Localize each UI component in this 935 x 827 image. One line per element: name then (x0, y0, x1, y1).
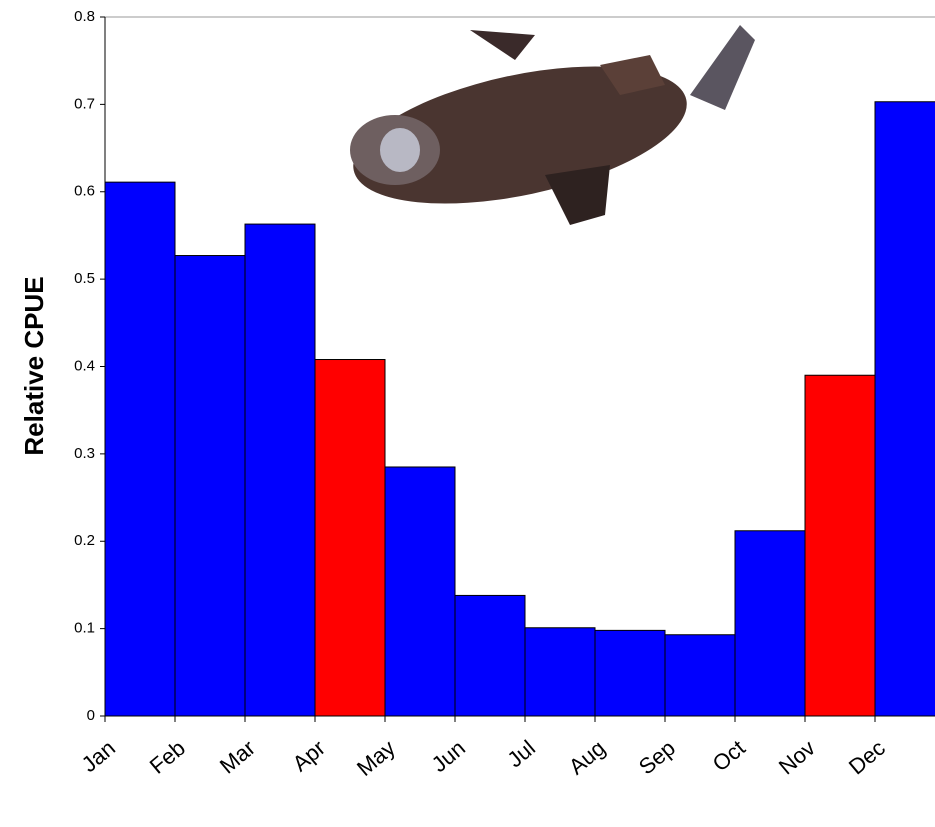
y-tick-label: 0.4 (74, 357, 95, 374)
bar (104, 181, 176, 717)
x-tick-label: Mar (215, 735, 260, 779)
y-tick-label: 0.6 (74, 183, 95, 200)
y-tick-label: 0.2 (74, 532, 95, 549)
y-tick-label: 0 (87, 707, 95, 724)
y-axis-label: Relative CPUE (19, 276, 49, 455)
x-tick-label: Oct (708, 735, 750, 776)
x-tick-label: Jun (427, 735, 470, 777)
fish-illustration (350, 25, 755, 225)
bar (454, 594, 526, 717)
bar (664, 634, 736, 717)
y-tick-label: 0.5 (74, 270, 95, 287)
bar (594, 629, 666, 717)
bar (244, 223, 316, 717)
bar (384, 466, 456, 717)
x-tick-label: Apr (288, 735, 330, 776)
x-tick-label: Nov (774, 735, 820, 779)
x-tick-label: May (352, 735, 400, 781)
bar (874, 101, 935, 717)
x-tick-label: Jan (77, 735, 120, 777)
x-tick-label: Sep (634, 735, 680, 779)
bar (734, 530, 806, 717)
x-tick-label: Dec (844, 735, 890, 779)
y-tick-label: 0.3 (74, 445, 95, 462)
y-tick-label: 0.1 (74, 620, 95, 637)
bar (524, 627, 596, 717)
bar (804, 374, 876, 717)
bar (174, 255, 246, 717)
x-tick-label: Aug (564, 735, 610, 779)
y-tick-label: 0.7 (74, 95, 95, 112)
y-tick-label: 0.8 (74, 8, 95, 25)
x-tick-label: Feb (145, 735, 190, 779)
bar (314, 359, 386, 717)
x-tick-label: Jul (502, 735, 540, 772)
